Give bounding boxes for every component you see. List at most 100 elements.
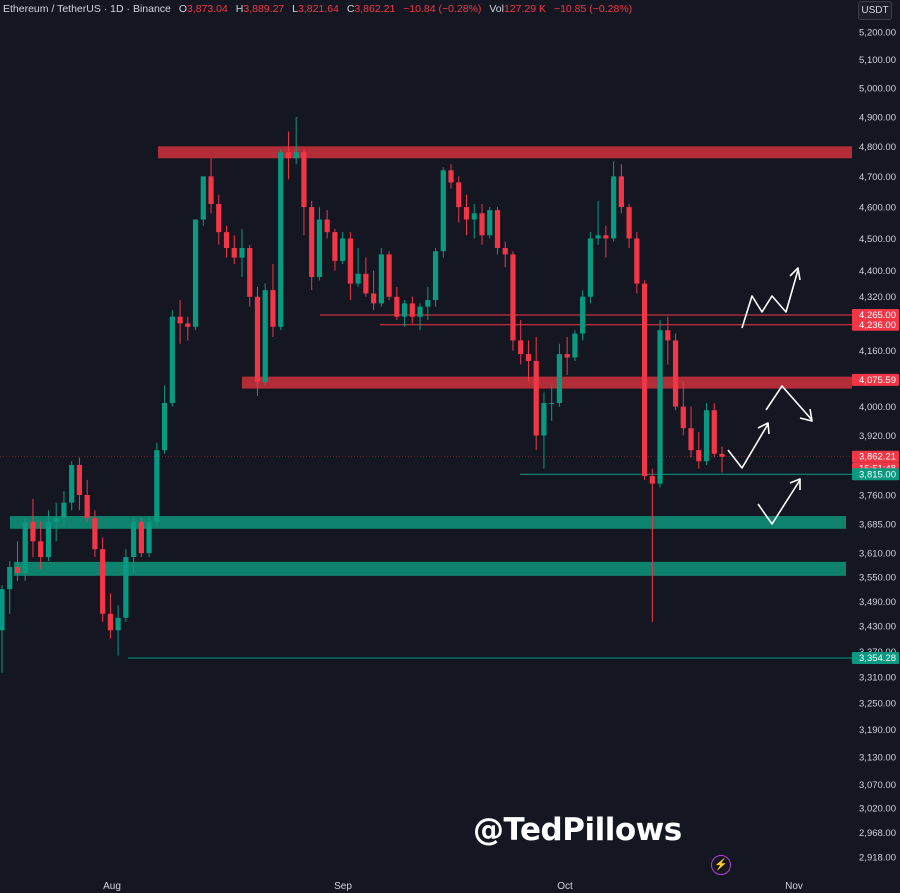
y-tick-label: 3,190.00 [859, 725, 896, 736]
volume-value: 127.29 K [503, 3, 547, 15]
candle-body [223, 232, 230, 249]
candle-body [309, 207, 315, 278]
candle-body [185, 323, 191, 327]
y-tick-label: 3,430.00 [859, 622, 896, 633]
candle-body [208, 176, 214, 204]
candle-body [471, 213, 477, 220]
candle-body [38, 541, 44, 558]
candle-body [672, 340, 679, 407]
y-tick-label: 3,490.00 [859, 597, 896, 608]
price-label: 3,815.00 [859, 469, 896, 480]
candle-body [69, 464, 75, 503]
x-tick-label: Oct [557, 881, 573, 892]
y-tick-label: 4,000.00 [859, 402, 896, 413]
candle-body [657, 330, 663, 484]
projection-arrow-right [765, 385, 813, 421]
resistance-zone [242, 376, 852, 389]
price-label: 3,862.21 [859, 452, 896, 463]
candle-body [502, 248, 508, 255]
candle-body [564, 354, 570, 358]
candle-body [285, 152, 292, 159]
price-label: 4,075.59 [859, 375, 896, 386]
projection-arrow-lower [757, 479, 801, 525]
symbol-title[interactable]: Ethereum / TetherUS · 1D · Binance [3, 3, 171, 15]
support-zone [14, 561, 846, 576]
candle-body [154, 450, 160, 522]
candle-body [556, 354, 563, 404]
y-tick-label: 3,250.00 [859, 699, 896, 710]
y-tick-label: 3,310.00 [859, 673, 896, 684]
price-label-bg [852, 318, 899, 331]
candle-body [301, 152, 307, 208]
candle-body [649, 476, 655, 484]
candle-body [293, 152, 299, 159]
high-value: 3,889.27 [243, 3, 285, 15]
candle-body [487, 210, 493, 236]
candle-body [641, 283, 648, 477]
open-value: 3,873.04 [186, 3, 228, 15]
candle-body [572, 333, 578, 358]
y-tick-label: 3,130.00 [859, 752, 896, 763]
y-tick-label: 4,160.00 [859, 346, 896, 357]
candle-body [518, 340, 524, 355]
candle-body [626, 207, 632, 239]
y-tick-label: 2,968.00 [859, 828, 896, 839]
candle-body [448, 170, 454, 183]
candle-body [131, 521, 137, 558]
candle-body [177, 316, 183, 324]
candle-body [525, 354, 532, 361]
candle-body [247, 248, 253, 297]
candle-body [138, 521, 144, 554]
candle-body [587, 238, 593, 297]
candle-body [409, 303, 415, 317]
candle-body [703, 410, 710, 462]
x-tick-label: Sep [334, 881, 352, 892]
candle-body [533, 360, 539, 436]
volume-change: −10.85 (−0.28%) [553, 3, 633, 15]
price-label: 4,265.00 [859, 310, 896, 321]
candle-body [340, 238, 346, 261]
candle-body [123, 557, 129, 618]
x-tick-label: Nov [785, 881, 803, 892]
price-label: 3,354.28 [859, 653, 896, 664]
projection-arrow-upper [741, 269, 799, 329]
y-tick-label: 4,700.00 [859, 172, 896, 183]
candle-body [595, 235, 601, 239]
candle-body [549, 403, 555, 405]
candle-body [378, 254, 384, 304]
candle-body [347, 238, 353, 284]
resistance-zone [158, 146, 852, 159]
lightning-icon[interactable]: ⚡ [711, 855, 731, 875]
currency-button[interactable]: USDT [858, 1, 892, 20]
candle-body [355, 273, 361, 284]
candle-body [510, 254, 516, 341]
candle-body [76, 464, 83, 495]
y-tick-label: 3,070.00 [859, 780, 896, 791]
candle-body [603, 235, 609, 239]
y-tick-label: 3,760.00 [859, 490, 896, 501]
close-value: 3,862.21 [354, 3, 396, 15]
candle-body [719, 453, 725, 457]
candle-body [84, 494, 90, 518]
candle-body [401, 303, 408, 317]
y-tick-label: 4,900.00 [859, 112, 896, 123]
candle-body [479, 213, 485, 236]
candle-body [200, 176, 206, 220]
candle-body [696, 450, 702, 462]
candle-body [456, 182, 462, 208]
candle-body [680, 406, 686, 429]
price-label-bg [852, 450, 899, 463]
candle-body [192, 219, 199, 327]
candle-body [711, 410, 717, 454]
candle-body [541, 403, 547, 436]
candle-body [254, 296, 261, 382]
change-value: −10.84 (−0.28%) [403, 3, 482, 15]
candle-body [239, 248, 245, 258]
candle-body [161, 403, 168, 451]
y-tick-label: 3,550.00 [859, 573, 896, 584]
price-label-bg [852, 652, 899, 665]
candle-body [371, 293, 377, 304]
candle-body [278, 152, 284, 327]
y-tick-label: 4,600.00 [859, 203, 896, 214]
